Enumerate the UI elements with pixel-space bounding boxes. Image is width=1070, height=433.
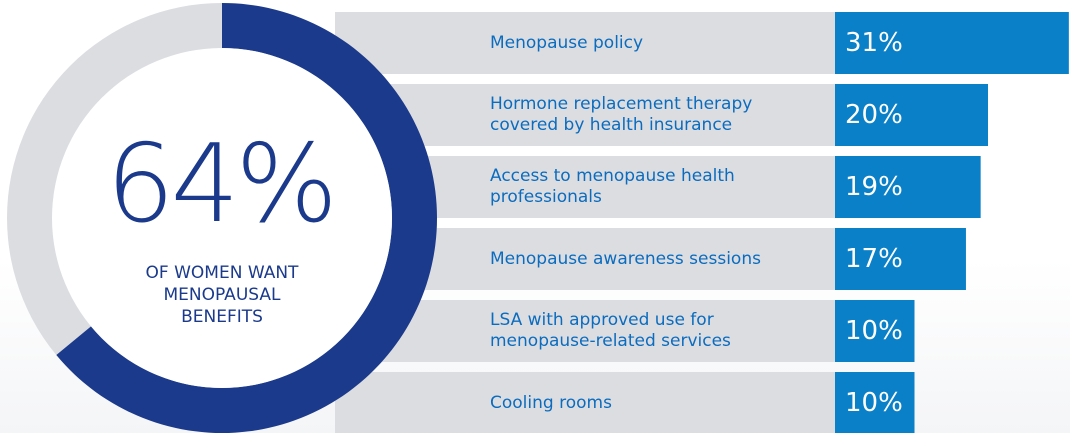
category-label: Cooling rooms [490, 372, 820, 433]
category-label: LSA with approved use for menopause-rela… [490, 300, 820, 362]
category-label: Menopause policy [490, 12, 820, 74]
value-label: 10% [835, 300, 903, 362]
category-label: Access to menopause health professionals [490, 156, 820, 218]
donut-caption: OF WOMEN WANT MENOPAUSAL BENEFITS [137, 262, 307, 328]
value-label: 31% [835, 12, 903, 74]
category-label: Menopause awareness sessions [490, 228, 820, 290]
donut-value: 64% [70, 125, 370, 245]
value-label: 10% [835, 372, 903, 433]
value-label: 19% [835, 156, 903, 218]
value-label: 20% [835, 84, 903, 146]
value-label: 17% [835, 228, 903, 290]
infographic: 64% OF WOMEN WANT MENOPAUSAL BENEFITS Me… [0, 0, 1070, 433]
category-label: Hormone replacement therapy covered by h… [490, 84, 820, 146]
